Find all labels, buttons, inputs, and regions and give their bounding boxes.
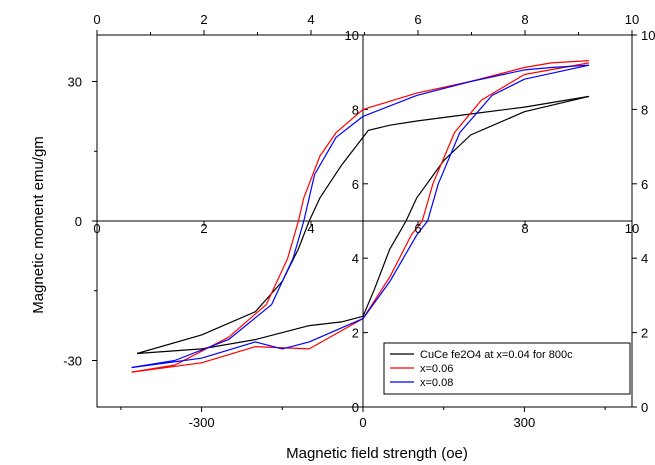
top-tick-label: 6 bbox=[414, 12, 421, 27]
legend-box bbox=[383, 342, 631, 395]
right-tick-label: 6 bbox=[641, 177, 648, 192]
x-tick-label: 0 bbox=[359, 415, 366, 430]
right-tick-label: 0 bbox=[641, 400, 648, 415]
inner-x-tick-label: 10 bbox=[625, 221, 639, 236]
top-tick-label: 2 bbox=[200, 12, 207, 27]
x-tick-label: -300 bbox=[189, 415, 215, 430]
legend: CuCe fe2O4 at x=0.04 for 800c x=0.06 x=0.0… bbox=[383, 342, 631, 395]
top-tick-label: 0 bbox=[93, 12, 100, 27]
inner-x-tick-label: 8 bbox=[521, 221, 528, 236]
y-tick-label: -30 bbox=[63, 354, 82, 369]
right-tick-label: 2 bbox=[641, 326, 648, 341]
inner-y-tick-label: 4 bbox=[352, 251, 359, 266]
inner-x-tick-label: 6 bbox=[414, 221, 421, 236]
x-axis-label: Magnetic field strength (oe) bbox=[286, 445, 468, 462]
series-2-upper-branch bbox=[131, 60, 590, 373]
legend-entry: CuCe fe2O4 at x=0.04 for 800c bbox=[420, 349, 573, 361]
y-tick-label: 30 bbox=[68, 75, 82, 90]
series-1-lower-branch bbox=[136, 95, 590, 355]
inner-x-tick-label: 0 bbox=[93, 221, 100, 236]
top-tick-label: 8 bbox=[521, 12, 528, 27]
inner-y-tick-label: 8 bbox=[352, 102, 359, 117]
axes-frame bbox=[92, 30, 637, 412]
right-tick-label: 8 bbox=[641, 102, 648, 117]
series-1-upper-branch bbox=[136, 95, 590, 355]
top-tick-label: 4 bbox=[307, 12, 314, 27]
inner-x-tick-label: 4 bbox=[307, 221, 314, 236]
inner-y-tick-label: 0 bbox=[352, 400, 359, 415]
series-3-lower-branch bbox=[131, 64, 590, 369]
inner-y-tick-label: 6 bbox=[352, 177, 359, 192]
y-axis-label: Magnetic moment emu/gm bbox=[30, 136, 47, 314]
right-tick-label: 10 bbox=[641, 28, 655, 43]
inner-y-tick-label: 10 bbox=[345, 28, 359, 43]
series-3-upper-branch bbox=[131, 64, 590, 369]
inner-x-tick-label: 2 bbox=[200, 221, 207, 236]
top-tick-label: 10 bbox=[625, 12, 639, 27]
x-tick-label: 300 bbox=[514, 415, 536, 430]
series-2-lower-branch bbox=[131, 62, 590, 373]
y-tick-label: 0 bbox=[75, 214, 82, 229]
legend-entry: x=0.06 bbox=[420, 363, 453, 375]
legend-entry: x=0.08 bbox=[420, 377, 453, 389]
inner-y-tick-label: 2 bbox=[352, 326, 359, 341]
series-lines bbox=[131, 60, 590, 373]
right-tick-label: 4 bbox=[641, 251, 648, 266]
